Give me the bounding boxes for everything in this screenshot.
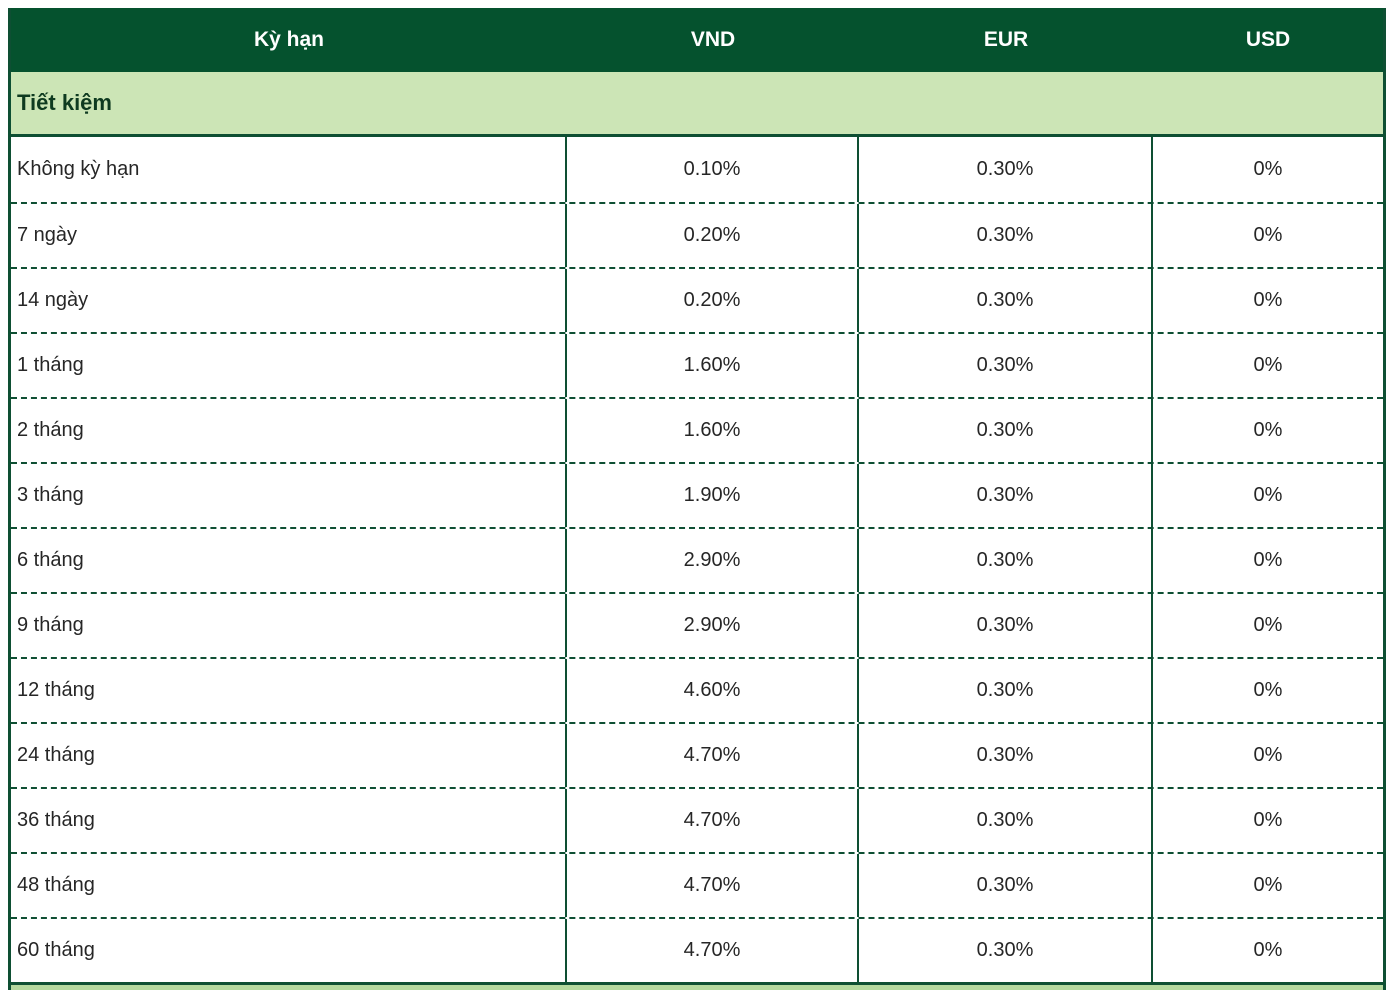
vnd-rate-cell: 0.20% — [567, 204, 859, 267]
usd-rate-cell: 0% — [1253, 224, 1283, 246]
vnd-rate-cell: 1.60% — [567, 399, 859, 462]
vnd-rate-cell: 4.60% — [567, 659, 859, 722]
eur-rate-cell: 0.30% — [859, 659, 1153, 722]
eur-rate-cell: 0.30% — [859, 724, 1153, 787]
term-cell: 6 tháng — [11, 529, 567, 592]
table-row: 48 tháng 4.70% 0.30% 0% — [11, 852, 1383, 917]
eur-rate-cell: 0.30% — [859, 137, 1153, 202]
eur-rate-cell: 0.30% — [859, 789, 1153, 852]
term-cell: 3 tháng — [11, 464, 567, 527]
term-cell: 24 tháng — [11, 724, 567, 787]
term-cell: 60 tháng — [11, 919, 567, 982]
usd-rate-cell: 0% — [1253, 158, 1283, 180]
term-cell: Không kỳ hạn — [11, 137, 567, 202]
table-row: 36 tháng 4.70% 0.30% 0% — [11, 787, 1383, 852]
table-row: 2 tháng 1.60% 0.30% 0% — [11, 397, 1383, 462]
eur-rate-cell: 0.30% — [859, 464, 1153, 527]
section-title: Tiết kiệm — [17, 90, 112, 115]
eur-rate-cell: 0.30% — [859, 594, 1153, 657]
usd-rate-cell: 0% — [1253, 549, 1283, 571]
table-row: Không kỳ hạn 0.10% 0.30% 0% — [11, 137, 1383, 202]
table-header-row: Kỳ hạn VND EUR USD — [11, 8, 1383, 72]
table-bottom-rule — [8, 982, 1386, 985]
vnd-rate-cell: 4.70% — [567, 854, 859, 917]
eur-rate-cell: 0.30% — [859, 334, 1153, 397]
table-row: 7 ngày 0.20% 0.30% 0% — [11, 202, 1383, 267]
table-row: 12 tháng 4.60% 0.30% 0% — [11, 657, 1383, 722]
vnd-rate-cell: 4.70% — [567, 919, 859, 982]
column-header-vnd: VND — [690, 28, 736, 51]
term-cell: 2 tháng — [11, 399, 567, 462]
table-row: 60 tháng 4.70% 0.30% 0% — [11, 917, 1383, 982]
column-header-eur: EUR — [983, 28, 1029, 51]
table-row: 14 ngày 0.20% 0.30% 0% — [11, 267, 1383, 332]
table-row: 6 tháng 2.90% 0.30% 0% — [11, 527, 1383, 592]
interest-rate-table: Kỳ hạn VND EUR USD Tiết kiệm Không kỳ hạ… — [8, 8, 1386, 982]
eur-rate-cell: 0.30% — [859, 854, 1153, 917]
term-cell: 36 tháng — [11, 789, 567, 852]
eur-rate-cell: 0.30% — [859, 919, 1153, 982]
term-cell: 12 tháng — [11, 659, 567, 722]
next-section-bar — [8, 985, 1386, 990]
vnd-rate-cell: 2.90% — [567, 594, 859, 657]
vnd-rate-cell: 1.90% — [567, 464, 859, 527]
eur-rate-cell: 0.30% — [859, 269, 1153, 332]
usd-rate-cell: 0% — [1253, 744, 1283, 766]
eur-rate-cell: 0.30% — [859, 399, 1153, 462]
usd-rate-cell: 0% — [1253, 679, 1283, 701]
usd-rate-cell: 0% — [1253, 484, 1283, 506]
usd-rate-cell: 0% — [1253, 354, 1283, 376]
usd-rate-cell: 0% — [1253, 614, 1283, 636]
vnd-rate-cell: 0.10% — [567, 137, 859, 202]
usd-rate-cell: 0% — [1253, 419, 1283, 441]
table-row: 3 tháng 1.90% 0.30% 0% — [11, 462, 1383, 527]
vnd-rate-cell: 4.70% — [567, 724, 859, 787]
term-cell: 14 ngày — [11, 269, 567, 332]
usd-rate-cell: 0% — [1253, 809, 1283, 831]
eur-rate-cell: 0.30% — [859, 204, 1153, 267]
vnd-rate-cell: 1.60% — [567, 334, 859, 397]
usd-rate-cell: 0% — [1253, 939, 1283, 961]
table-body: Không kỳ hạn 0.10% 0.30% 0% 7 ngày 0.20%… — [11, 137, 1383, 982]
table-row: 9 tháng 2.90% 0.30% 0% — [11, 592, 1383, 657]
vnd-rate-cell: 4.70% — [567, 789, 859, 852]
vnd-rate-cell: 2.90% — [567, 529, 859, 592]
usd-rate-cell: 0% — [1253, 874, 1283, 896]
term-cell: 9 tháng — [11, 594, 567, 657]
table-row: 1 tháng 1.60% 0.30% 0% — [11, 332, 1383, 397]
column-header-usd: USD — [1245, 28, 1291, 51]
term-cell: 1 tháng — [11, 334, 567, 397]
term-cell: 7 ngày — [11, 204, 567, 267]
eur-rate-cell: 0.30% — [859, 529, 1153, 592]
term-cell: 48 tháng — [11, 854, 567, 917]
vnd-rate-cell: 0.20% — [567, 269, 859, 332]
table-row: 24 tháng 4.70% 0.30% 0% — [11, 722, 1383, 787]
section-row-tiet-kiem: Tiết kiệm — [11, 72, 1383, 137]
usd-rate-cell: 0% — [1253, 289, 1283, 311]
column-header-term: Kỳ hạn — [253, 28, 324, 51]
